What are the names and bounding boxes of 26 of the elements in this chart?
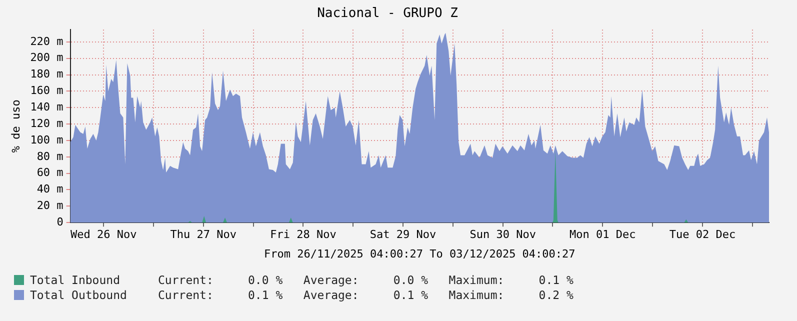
y-tick-label: 180 m (30, 68, 64, 81)
x-tick-label: Mon 01 Dec (570, 228, 636, 242)
y-tick-label: 80 m (36, 150, 64, 163)
y-tick-label: 220 m (30, 34, 64, 48)
y-tick-label: 20 m (36, 199, 64, 212)
x-tick-label: Fri 28 Nov (270, 228, 337, 242)
x-axis-title: From 26/11/2025 04:00:27 To 03/12/2025 04:00:27 (264, 247, 576, 260)
y-tick-label: 0 (56, 215, 64, 228)
x-tick-label: Sun 30 Nov (470, 228, 536, 242)
y-tick-label: 140 m (30, 100, 64, 114)
legend-label: Total Outbound (30, 288, 128, 302)
legend-label: Total Inbound (30, 272, 122, 286)
y-tick-label: 60 m (36, 166, 64, 180)
chart-title: Nacional - GRUPO Z (317, 6, 458, 22)
y-axis-title: % de uso (9, 100, 22, 153)
y-tick-label: 40 m (36, 182, 64, 196)
x-tick-label: Sat 29 Nov (370, 228, 437, 242)
y-tick-label: 120 m (30, 116, 64, 130)
text: Current: 0.1 % Average: 0.1 % Maximum: 0.2 % (158, 288, 574, 302)
y-tick-label: 160 m (30, 84, 64, 98)
y-tick-label: 100 m (30, 133, 64, 146)
x-tick-label: Wed 26 Nov (70, 228, 138, 242)
text: Current: 0.0 % Average: 0.0 % Maximum: 0.1 % (158, 272, 574, 286)
x-tick-label: Thu 27 Nov (170, 228, 237, 242)
y-tick-label: 200 m (30, 51, 64, 64)
x-tick-label: Tue 02 Dec (669, 228, 736, 242)
